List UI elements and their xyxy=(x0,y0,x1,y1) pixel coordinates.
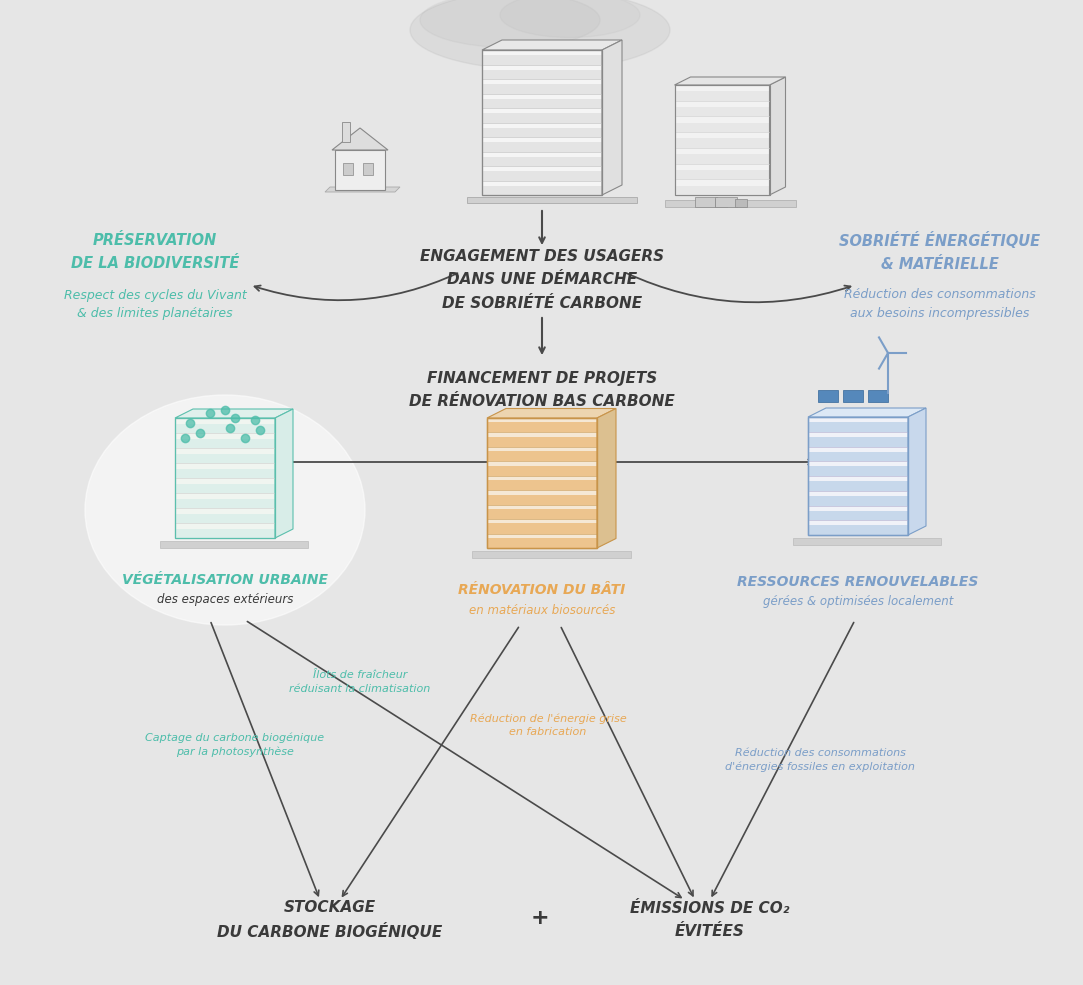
Polygon shape xyxy=(487,538,597,548)
Bar xyxy=(818,390,838,402)
Text: STOCKAGE
DU CARBONE BIOGÉNIQUE: STOCKAGE DU CARBONE BIOGÉNIQUE xyxy=(218,900,443,941)
Polygon shape xyxy=(335,150,384,190)
Polygon shape xyxy=(175,424,275,433)
Polygon shape xyxy=(482,171,602,180)
Polygon shape xyxy=(482,157,602,166)
Text: RESSOURCES RENOUVELABLES: RESSOURCES RENOUVELABLES xyxy=(738,575,979,589)
Text: Respect des cycles du Vivant
& des limites planétaires: Respect des cycles du Vivant & des limit… xyxy=(64,289,246,319)
Bar xyxy=(843,390,863,402)
Text: SOBRIÉTÉ ÉNERGÉTIQUE
& MATÉRIELLE: SOBRIÉTÉ ÉNERGÉTIQUE & MATÉRIELLE xyxy=(839,232,1041,272)
Polygon shape xyxy=(487,509,597,519)
Text: gérées & optimisées localement: gérées & optimisées localement xyxy=(762,596,953,609)
Polygon shape xyxy=(487,494,597,504)
Bar xyxy=(363,163,373,175)
Polygon shape xyxy=(175,484,275,493)
Bar xyxy=(715,199,727,207)
Bar xyxy=(867,390,888,402)
Polygon shape xyxy=(487,418,597,548)
Polygon shape xyxy=(597,409,616,548)
Polygon shape xyxy=(175,499,275,508)
Polygon shape xyxy=(808,495,908,505)
Polygon shape xyxy=(467,197,637,203)
Polygon shape xyxy=(482,40,622,50)
Text: Réduction de l'énergie grise
en fabrication: Réduction de l'énergie grise en fabricat… xyxy=(470,713,626,737)
Polygon shape xyxy=(675,169,770,179)
Text: Réduction des consommations
d'énergies fossiles en exploitation: Réduction des consommations d'énergies f… xyxy=(725,748,915,772)
Text: Captage du carbone biogénique
par la photosynthèse: Captage du carbone biogénique par la pho… xyxy=(145,733,325,757)
Polygon shape xyxy=(175,469,275,478)
Polygon shape xyxy=(482,84,602,94)
Bar xyxy=(342,122,350,142)
Text: ÉMISSIONS DE CO₂
ÉVITÉES: ÉMISSIONS DE CO₂ ÉVITÉES xyxy=(630,901,790,939)
Polygon shape xyxy=(602,40,622,195)
Bar xyxy=(695,197,717,207)
Polygon shape xyxy=(175,409,293,418)
Polygon shape xyxy=(487,451,597,461)
Text: ENGAGEMENT DES USAGERS
DANS UNE DÉMARCHE
DE SOBRIÉTÉ CARBONE: ENGAGEMENT DES USAGERS DANS UNE DÉMARCHE… xyxy=(420,249,664,311)
Polygon shape xyxy=(675,139,770,148)
Ellipse shape xyxy=(500,0,640,37)
Ellipse shape xyxy=(410,0,670,70)
Polygon shape xyxy=(808,510,908,520)
Polygon shape xyxy=(175,514,275,523)
Text: Réduction des consommations
aux besoins incompressibles: Réduction des consommations aux besoins … xyxy=(844,289,1035,319)
Polygon shape xyxy=(487,466,597,476)
Polygon shape xyxy=(482,70,602,79)
Polygon shape xyxy=(482,185,602,195)
Polygon shape xyxy=(482,113,602,122)
Polygon shape xyxy=(808,437,908,446)
Polygon shape xyxy=(665,200,796,207)
Polygon shape xyxy=(675,123,770,132)
Polygon shape xyxy=(487,409,616,418)
Polygon shape xyxy=(487,523,597,534)
Polygon shape xyxy=(487,423,597,432)
Polygon shape xyxy=(808,467,908,476)
Polygon shape xyxy=(675,154,770,164)
Bar xyxy=(715,197,738,207)
Polygon shape xyxy=(160,541,308,548)
Polygon shape xyxy=(808,423,908,431)
Text: des espaces extérieurs: des espaces extérieurs xyxy=(157,594,293,607)
Polygon shape xyxy=(675,185,770,195)
Polygon shape xyxy=(275,409,293,538)
Polygon shape xyxy=(675,77,785,85)
Polygon shape xyxy=(675,107,770,116)
Polygon shape xyxy=(808,452,908,461)
Polygon shape xyxy=(175,529,275,538)
Polygon shape xyxy=(770,77,785,195)
Polygon shape xyxy=(808,417,908,535)
Ellipse shape xyxy=(84,395,365,625)
Text: RÉNOVATION DU BÂTI: RÉNOVATION DU BÂTI xyxy=(458,583,626,597)
Bar xyxy=(735,199,747,207)
Polygon shape xyxy=(175,418,275,538)
Polygon shape xyxy=(482,50,602,195)
Polygon shape xyxy=(472,551,631,558)
Polygon shape xyxy=(675,92,770,100)
Polygon shape xyxy=(332,128,388,150)
Text: +: + xyxy=(531,908,549,928)
Polygon shape xyxy=(808,525,908,535)
Text: FINANCEMENT DE PROJETS
DE RÉNOVATION BAS CARBONE: FINANCEMENT DE PROJETS DE RÉNOVATION BAS… xyxy=(409,370,675,409)
Polygon shape xyxy=(482,55,602,64)
Text: Îlots de fraîcheur
réduisant la climatisation: Îlots de fraîcheur réduisant la climatis… xyxy=(289,671,431,693)
Polygon shape xyxy=(908,408,926,535)
Polygon shape xyxy=(487,436,597,447)
Text: VÉGÉTALISATION URBAINE: VÉGÉTALISATION URBAINE xyxy=(122,573,328,587)
Polygon shape xyxy=(325,187,400,192)
Bar xyxy=(343,163,353,175)
Polygon shape xyxy=(482,128,602,137)
Polygon shape xyxy=(808,481,908,491)
Text: PRÉSERVATION
DE LA BIODIVERSITÉ: PRÉSERVATION DE LA BIODIVERSITÉ xyxy=(70,233,239,271)
Polygon shape xyxy=(482,98,602,108)
Polygon shape xyxy=(793,538,941,545)
Ellipse shape xyxy=(420,0,600,47)
Text: en matériaux biosourcés: en matériaux biosourcés xyxy=(469,604,615,617)
Polygon shape xyxy=(175,454,275,463)
Polygon shape xyxy=(482,142,602,152)
Polygon shape xyxy=(808,408,926,417)
Polygon shape xyxy=(487,480,597,491)
Polygon shape xyxy=(675,85,770,195)
Polygon shape xyxy=(175,439,275,448)
